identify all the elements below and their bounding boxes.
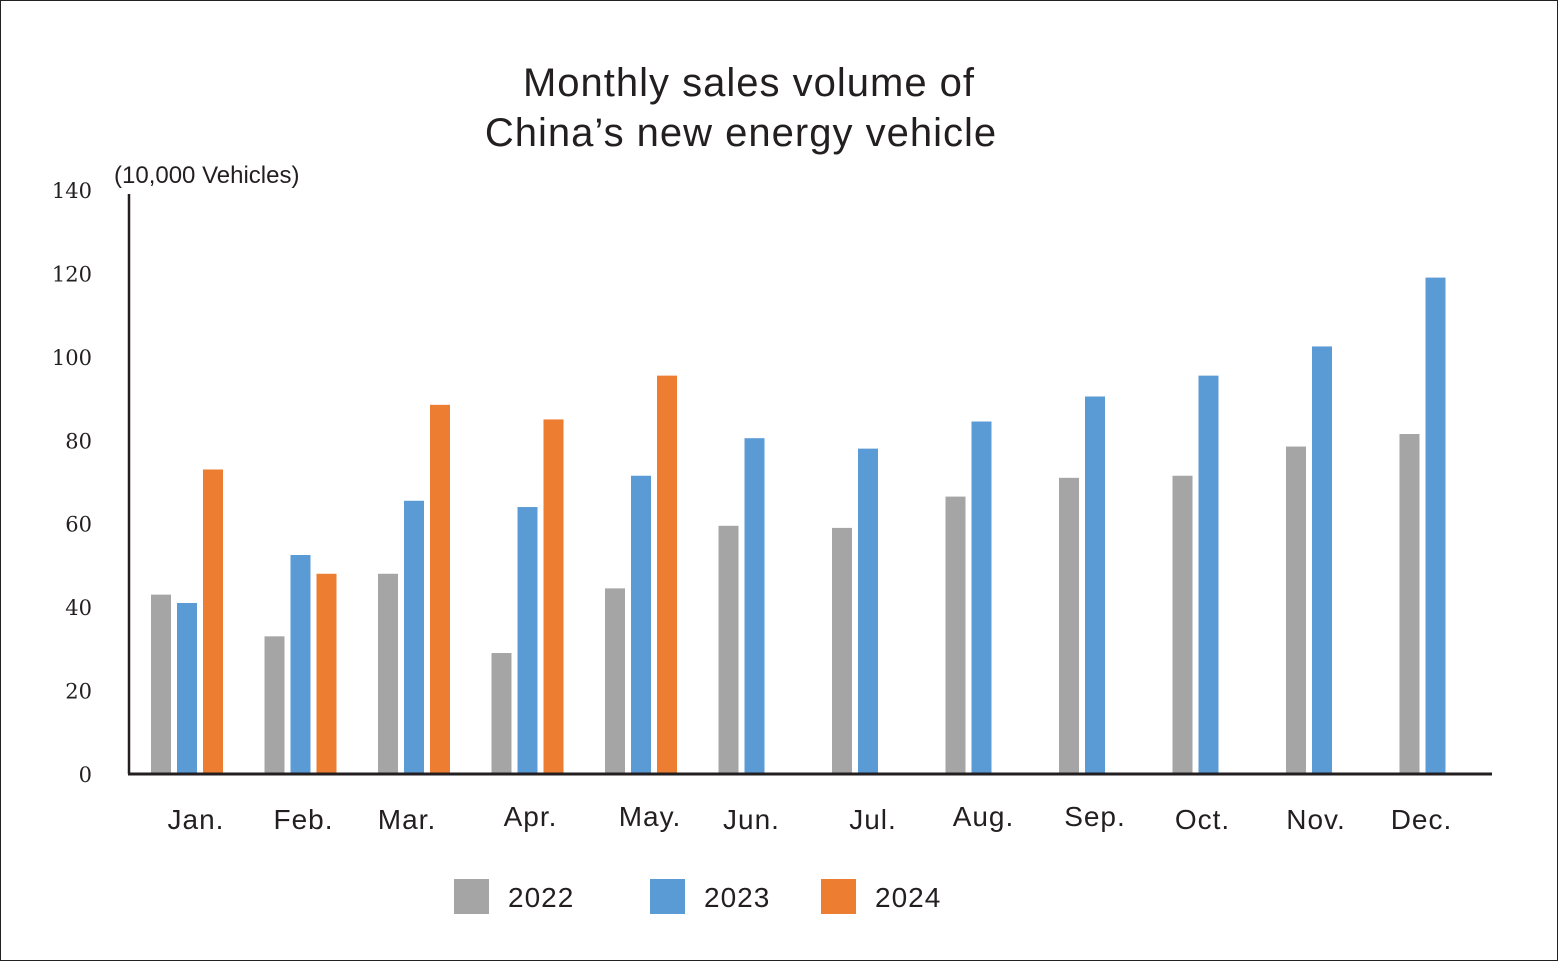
y-tick-label: 20: [65, 680, 92, 704]
y-tick-label: 140: [52, 179, 92, 203]
bar-2022-apr: [491, 653, 512, 774]
x-tick-label: Jun.: [723, 804, 780, 835]
bar-2023-sep: [1085, 396, 1105, 774]
legend-label-2023: 2023: [704, 882, 770, 913]
y-tick-label: 80: [65, 429, 92, 453]
bar-2022-dec: [1399, 434, 1420, 774]
bar-2022-jul: [832, 527, 852, 774]
bar-2022-jun: [718, 525, 739, 774]
chart-title-line-1: Monthly sales volume of: [523, 61, 975, 105]
x-tick-label: Aug.: [953, 801, 1015, 832]
bar-2022-feb: [264, 636, 285, 774]
y-tick-label: 0: [79, 763, 92, 787]
y-tick-label: 100: [52, 346, 92, 370]
bar-2023-aug: [971, 421, 992, 774]
x-tick-label: Jul.: [849, 804, 897, 835]
chart-title-line-2: China’s new energy vehicle: [485, 111, 997, 155]
bar-2024-mar: [430, 404, 450, 774]
bar-2022-aug: [945, 496, 966, 774]
bar-2023-jan: [177, 602, 197, 774]
y-tick-label: 120: [52, 262, 92, 286]
y-axis-unit-label: (10,000 Vehicles): [114, 162, 299, 189]
x-tick-label: Mar.: [378, 804, 436, 835]
bar-2022-may: [605, 588, 625, 774]
bar-2023-feb: [290, 555, 311, 774]
legend-swatch-2022: [454, 879, 489, 914]
bar-2023-apr: [517, 507, 538, 774]
legend-label-2022: 2022: [508, 882, 574, 913]
bar-2024-jan: [203, 469, 223, 774]
legend-swatch-2023: [650, 879, 685, 914]
bar-2022-oct: [1172, 475, 1193, 774]
bar-2023-mar: [404, 500, 424, 774]
x-tick-label: May.: [619, 801, 682, 832]
x-tick-label: Nov.: [1286, 804, 1346, 835]
x-tick-label: Apr.: [504, 801, 558, 832]
bar-2022-nov: [1286, 446, 1306, 774]
legend-swatch-2024: [821, 879, 856, 914]
bar-2022-sep: [1059, 477, 1079, 774]
x-tick-label: Jan.: [168, 804, 225, 835]
x-tick-label: Oct.: [1175, 804, 1230, 835]
bar-2023-nov: [1312, 346, 1332, 774]
bar-2023-jul: [858, 448, 878, 774]
bar-2023-dec: [1425, 277, 1446, 774]
x-tick-label: Sep.: [1064, 801, 1126, 832]
bar-2024-feb: [316, 573, 337, 774]
bar-2024-apr: [543, 419, 564, 774]
legend-label-2024: 2024: [875, 882, 941, 913]
bar-2022-mar: [378, 573, 398, 774]
x-tick-label: Dec.: [1391, 804, 1453, 835]
x-tick-label: Feb.: [273, 804, 333, 835]
bar-2023-jun: [744, 438, 765, 774]
bar-2024-may: [657, 375, 677, 774]
bar-2023-may: [631, 475, 651, 774]
bar-2022-jan: [151, 594, 171, 774]
y-tick-label: 40: [65, 596, 92, 620]
bar-2023-oct: [1198, 375, 1219, 774]
y-tick-label: 60: [65, 513, 92, 537]
